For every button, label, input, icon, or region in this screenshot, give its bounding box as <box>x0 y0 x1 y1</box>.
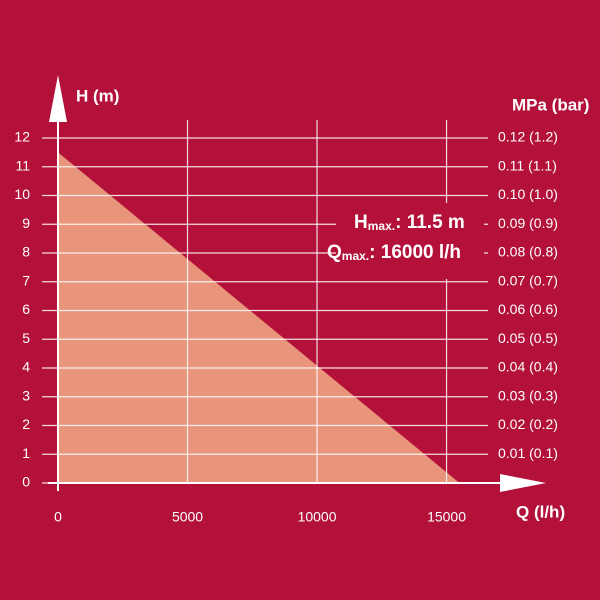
y-tick-label: 5 <box>22 330 30 346</box>
y-tick-label: 9 <box>22 215 30 231</box>
y2-tick-label: 0.08 (0.8) <box>498 244 558 260</box>
y-tick-label: 3 <box>22 387 30 403</box>
y2-tick-label: 0.09 (0.9) <box>498 215 558 231</box>
y-tick-label: 2 <box>22 416 30 432</box>
annotation-symbol: Q <box>327 242 342 263</box>
y2-tick-label: 0.04 (0.4) <box>498 359 558 375</box>
y2-tick-label: 0.11 (1.1) <box>498 157 557 173</box>
y2-tick-label: 0.07 (0.7) <box>498 272 558 288</box>
y2-tick-label: 0.01 (0.1) <box>498 445 558 461</box>
y2-tick-label: 0.10 (1.0) <box>498 186 558 202</box>
annotation-subscript: max. <box>342 249 369 263</box>
y-tick-label: 11 <box>15 157 30 173</box>
y2-axis-label: MPa (bar) <box>512 95 589 114</box>
y-tick-label: 0 <box>22 474 30 490</box>
y-tick-label: 10 <box>14 186 30 202</box>
y-axis-arrow <box>49 75 67 122</box>
annotation-mask <box>336 203 484 279</box>
annotation: Qmax.: 16000 l/h <box>327 242 461 263</box>
x-axis-label: Q (l/h) <box>516 502 565 521</box>
y2-tick-label: 0.02 (0.2) <box>498 416 558 432</box>
y-tick-label: 8 <box>22 244 30 260</box>
y2-tick-label: 0.05 (0.5) <box>498 330 558 346</box>
y-tick-label: 12 <box>14 129 30 145</box>
y-tick-label: 1 <box>22 445 30 461</box>
y2-tick-label: 0.12 (1.2) <box>498 129 558 145</box>
y-tick-label: 6 <box>22 301 30 317</box>
y-tick-label: 7 <box>22 272 30 288</box>
annotation-text: : 16000 l/h <box>369 242 461 263</box>
y2-tick-label: 0.06 (0.6) <box>498 301 558 317</box>
x-tick-label: 10000 <box>298 509 337 525</box>
x-axis-arrow <box>500 474 546 492</box>
y-axis-label: H (m) <box>76 86 119 105</box>
annotation-subscript: max. <box>368 219 395 233</box>
area <box>58 152 460 483</box>
x-tick-label: 0 <box>54 509 62 525</box>
annotation-text: : 11.5 m <box>395 212 465 233</box>
x-tick-label: 5000 <box>172 509 203 525</box>
annotation-symbol: H <box>354 212 368 233</box>
y2-tick-label: 0.03 (0.3) <box>498 387 558 403</box>
annotation: Hmax.: 11.5 m <box>354 212 465 233</box>
y-tick-label: 4 <box>22 359 30 375</box>
x-tick-label: 15000 <box>427 509 466 525</box>
